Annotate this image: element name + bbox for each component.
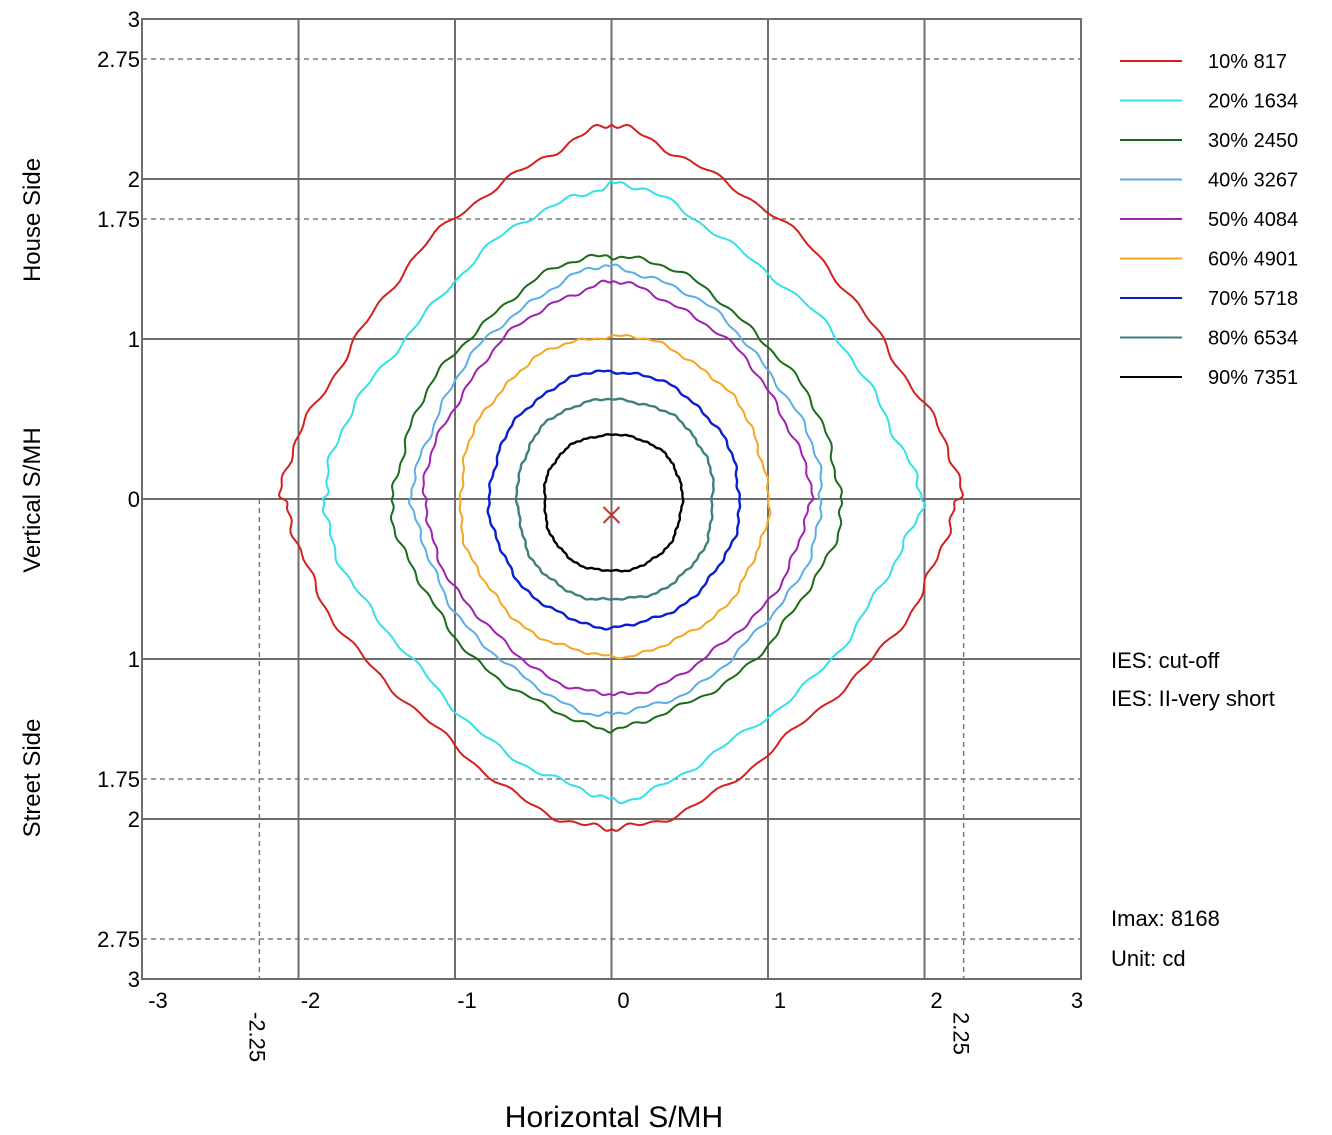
grid xyxy=(141,18,1082,980)
y-tick-label: 3 xyxy=(128,7,140,32)
y-tick-label: 1.75 xyxy=(97,207,140,232)
contour-line xyxy=(278,123,964,832)
contour-line xyxy=(321,180,927,805)
y-tick-label: 0 xyxy=(128,487,140,512)
imax-value: Imax: 8168 xyxy=(1111,906,1220,931)
tick-labels: 3 2.75 2 1.75 1 0 1 1.75 2 2.75 3 -3 -2 -1 0 1 2 3 -2.25 2.… xyxy=(97,7,1083,1062)
house-side-label: House Side xyxy=(19,158,46,282)
contour-series xyxy=(278,123,964,832)
x-axis-title: Horizontal S/MH xyxy=(505,1101,723,1134)
x-tick-label: -2 xyxy=(301,988,321,1013)
distribution-type: IES: II-very short xyxy=(1111,686,1275,711)
x-tick-label: -3 xyxy=(148,988,168,1013)
contour-line xyxy=(543,433,685,573)
contour-line xyxy=(389,253,844,734)
legend-label: 80% 6534 xyxy=(1208,328,1298,350)
plot-frame xyxy=(141,18,1082,980)
cutoff-classification: IES: cut-off xyxy=(1111,648,1220,673)
legend-label: 10% 817 xyxy=(1208,51,1287,73)
x-tick-label: 3 xyxy=(1071,988,1083,1013)
contour-line xyxy=(486,369,742,631)
y-tick-label: 3 xyxy=(128,967,140,992)
street-side-label: Street Side xyxy=(19,719,46,838)
y-tick-label: 2 xyxy=(128,807,140,832)
legend-label: 20% 1634 xyxy=(1208,91,1298,113)
center-marker xyxy=(602,506,621,524)
contour-line xyxy=(458,334,772,660)
unit-label: Unit: cd xyxy=(1111,946,1186,971)
legend-label: 40% 3267 xyxy=(1208,170,1298,192)
x-dashed-tick-label: -2.25 xyxy=(244,1012,269,1062)
y-axis-title: Vertical S/MH xyxy=(19,427,46,572)
x-tick-label: -1 xyxy=(457,988,477,1013)
x-tick-label: 2 xyxy=(930,988,942,1013)
center-marker-group xyxy=(602,506,621,524)
y-tick-label: 2.75 xyxy=(97,927,140,952)
x-tick-label: 1 xyxy=(774,988,786,1013)
contour-line xyxy=(408,263,823,717)
x-dashed-tick-label: 2.25 xyxy=(949,1012,974,1055)
contour-line xyxy=(514,397,715,601)
y-tick-label: 1 xyxy=(128,647,140,672)
contour-line xyxy=(421,279,815,697)
legend: 10% 817 20% 1634 30% 2450 40% 3267 50% 4084 6… xyxy=(1120,51,1298,389)
legend-label: 70% 5718 xyxy=(1208,288,1298,310)
y-tick-label: 2.75 xyxy=(97,47,140,72)
legend-label: 30% 2450 xyxy=(1208,130,1298,152)
y-tick-label: 1.75 xyxy=(97,767,140,792)
y-tick-label: 1 xyxy=(128,327,140,352)
legend-label: 60% 4901 xyxy=(1208,249,1298,271)
legend-label: 50% 4084 xyxy=(1208,209,1298,231)
y-tick-label: 2 xyxy=(128,167,140,192)
x-tick-label: 0 xyxy=(617,988,629,1013)
legend-label: 90% 7351 xyxy=(1208,367,1298,389)
